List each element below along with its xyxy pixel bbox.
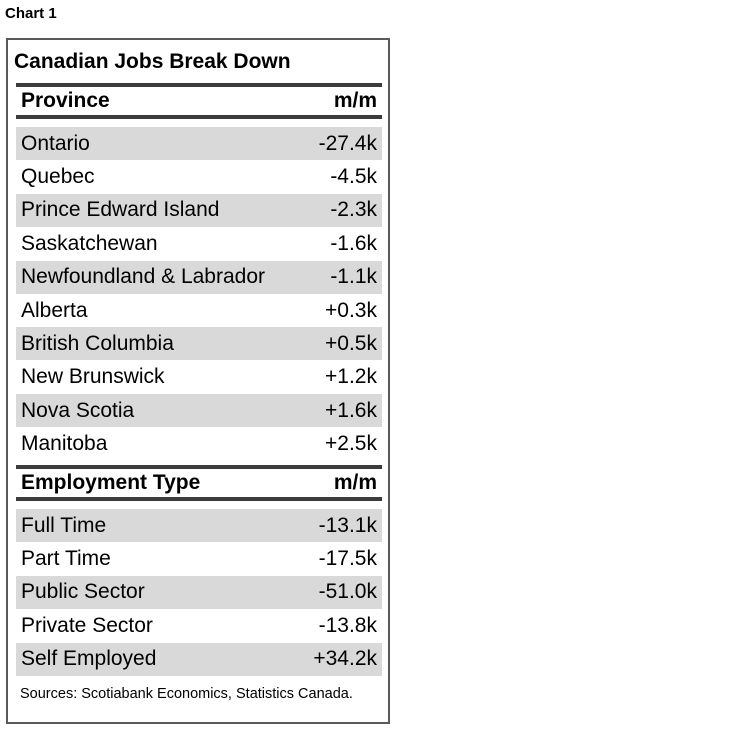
row-value: +1.2k <box>325 365 377 389</box>
table-row: Newfoundland & Labrador -1.1k <box>16 260 382 294</box>
row-label: Saskatchewan <box>21 231 158 255</box>
row-label: Nova Scotia <box>21 398 135 422</box>
header-value-label: m/m <box>333 89 377 112</box>
row-label: Alberta <box>21 298 88 322</box>
table-row: British Columbia +0.5k <box>16 327 382 361</box>
table-row: Alberta +0.3k <box>16 294 382 327</box>
row-value: -27.4k <box>318 131 377 155</box>
table-row: Prince Edward Island -2.3k <box>16 193 382 227</box>
row-label: British Columbia <box>21 331 174 355</box>
table-row: Private Sector -13.8k <box>16 609 382 642</box>
table-row: Part Time -17.5k <box>16 542 382 575</box>
section-header: Employment Type m/m <box>16 465 382 501</box>
row-value: -1.1k <box>330 265 377 289</box>
row-value: -1.6k <box>330 231 377 255</box>
row-label: Quebec <box>21 164 95 188</box>
row-label: Self Employed <box>21 647 157 671</box>
table-frame <box>6 38 390 724</box>
sources-note: Sources: Scotiabank Economics, Statistic… <box>20 686 353 702</box>
row-label: Private Sector <box>21 613 153 637</box>
row-value: -17.5k <box>318 546 377 570</box>
table-row: New Brunswick +1.2k <box>16 361 382 394</box>
section-header: Province m/m <box>16 83 382 119</box>
chart-label: Chart 1 <box>5 5 57 22</box>
row-value: +2.5k <box>325 432 377 456</box>
table-row: Full Time -13.1k <box>16 509 382 542</box>
row-value: -51.0k <box>318 580 377 604</box>
row-label: Newfoundland & Labrador <box>21 265 266 289</box>
row-value: +1.6k <box>325 398 377 422</box>
header-label: Province <box>21 89 110 112</box>
row-label: Manitoba <box>21 432 108 456</box>
table-row: Saskatchewan -1.6k <box>16 227 382 260</box>
row-label: Part Time <box>21 546 111 570</box>
row-label: Prince Edward Island <box>21 198 220 222</box>
row-value: +0.5k <box>325 331 377 355</box>
row-label: Public Sector <box>21 580 145 604</box>
header-value-label: m/m <box>333 471 377 494</box>
row-value: -4.5k <box>330 164 377 188</box>
row-value: -2.3k <box>330 198 377 222</box>
table-row: Self Employed +34.2k <box>16 642 382 676</box>
table-row: Quebec -4.5k <box>16 160 382 193</box>
row-label: Full Time <box>21 513 107 537</box>
header-label: Employment Type <box>21 471 201 494</box>
row-value: -13.1k <box>318 513 377 537</box>
table-row: Manitoba +2.5k <box>16 428 382 461</box>
table-title: Canadian Jobs Break Down <box>14 50 291 73</box>
table-row: Ontario -27.4k <box>16 127 382 160</box>
row-label: New Brunswick <box>21 365 165 389</box>
table-row: Public Sector -51.0k <box>16 575 382 609</box>
row-value: +0.3k <box>325 298 377 322</box>
row-value: +34.2k <box>313 647 377 671</box>
row-label: Ontario <box>21 131 90 155</box>
table-row: Nova Scotia +1.6k <box>16 394 382 428</box>
row-value: -13.8k <box>318 613 377 637</box>
